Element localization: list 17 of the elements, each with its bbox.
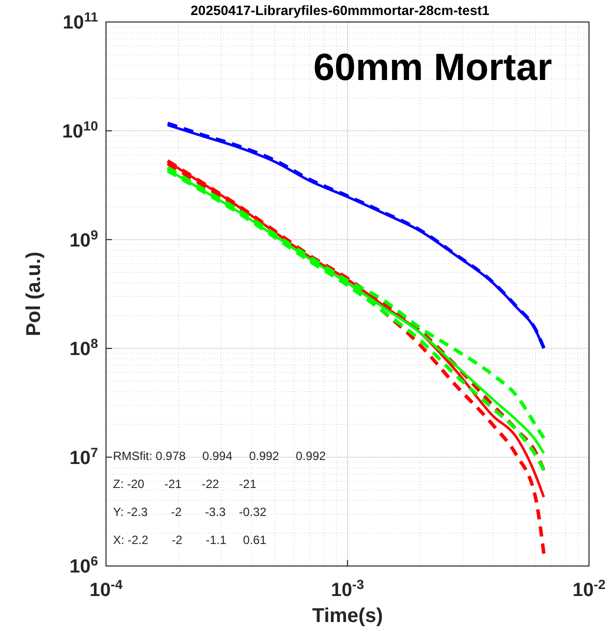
chart-title: 20250417-Libraryfiles-60mmmortar-28cm-test1 xyxy=(190,3,490,18)
y-axis-title: Pol (a.u.) xyxy=(23,252,45,336)
x-tick-label: 10$^{-4}$ xyxy=(90,576,124,601)
y-tick-label: 10$^{10}$ xyxy=(62,118,98,142)
y-tick-label: 10$^{8}$ xyxy=(69,336,98,360)
x-tick-label: 10$^{-2}$ xyxy=(572,576,606,601)
y-tick-label: 10$^{7}$ xyxy=(69,444,98,469)
annotation: 60mm Mortar xyxy=(313,47,552,89)
annotation: Z: -20 -21 -22 -21 xyxy=(113,477,257,491)
annotation: RMSfit: 0.978 0.994 0.992 0.992 xyxy=(113,449,326,463)
y-tick-label: 10$^{6}$ xyxy=(69,553,98,578)
x-tick-label: 10$^{-3}$ xyxy=(331,576,364,601)
y-tick-label: 10$^{11}$ xyxy=(62,9,99,34)
x-axis-title: Time(s) xyxy=(312,605,383,627)
y-tick-label: 10$^{9}$ xyxy=(69,226,98,252)
annotation: Y: -2.3 -2 -3.3 -0.32 xyxy=(113,505,267,519)
annotation: X: -2.2 -2 -1.1 0.61 xyxy=(113,533,267,547)
